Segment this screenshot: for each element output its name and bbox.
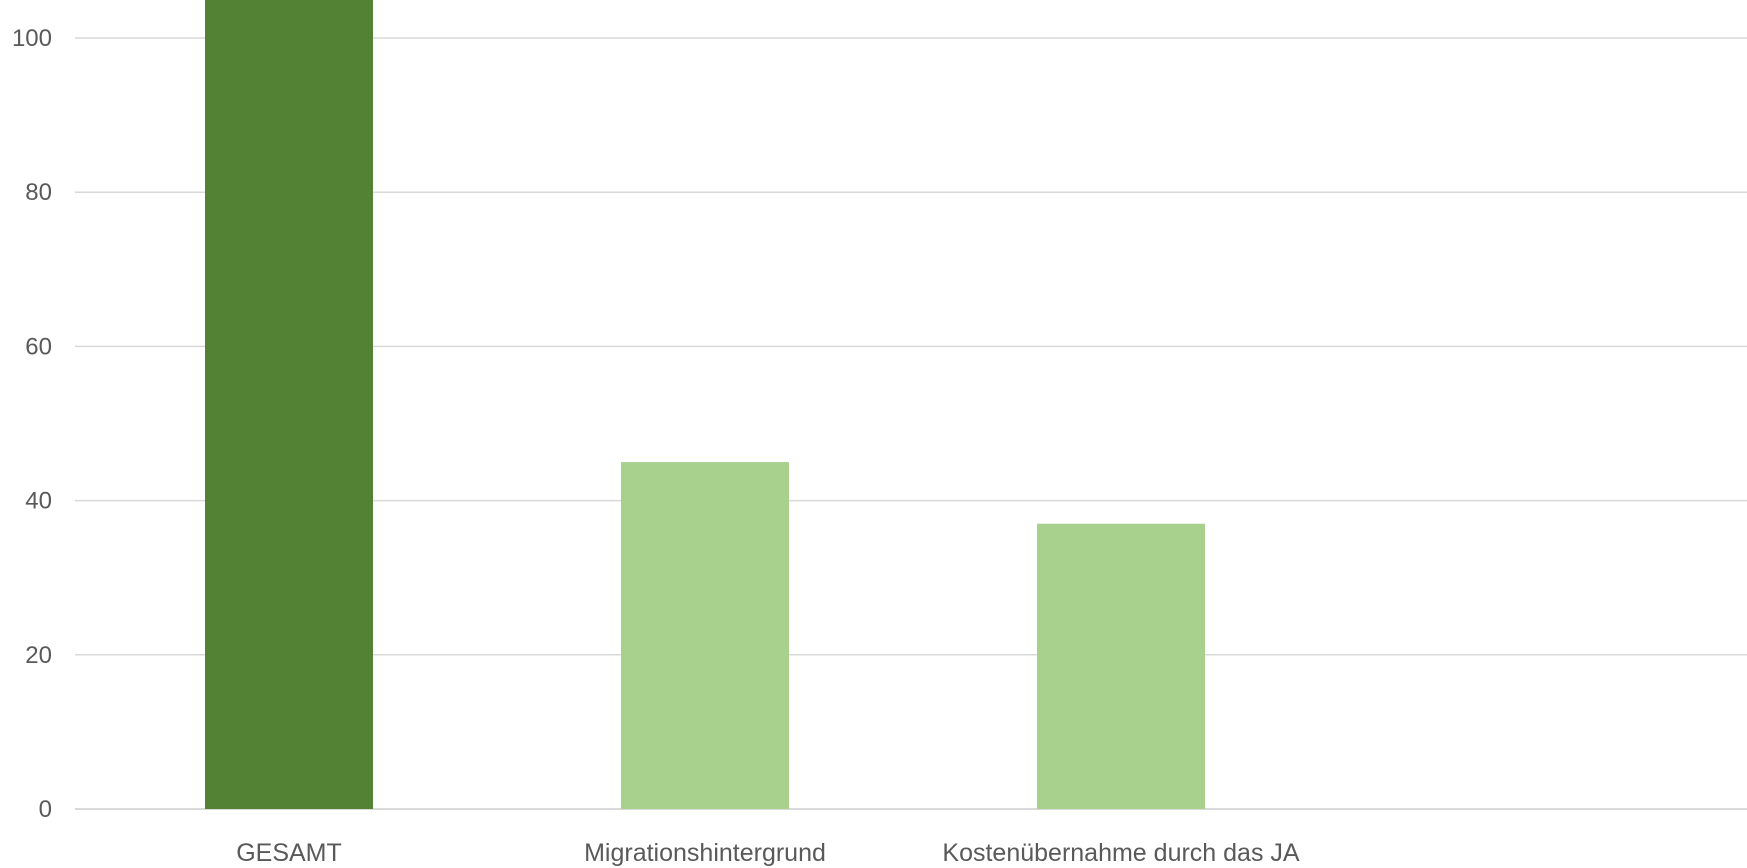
bar bbox=[1037, 523, 1205, 809]
y-tick-label: 60 bbox=[25, 333, 52, 360]
x-category-label: Kostenübernahme durch das JA bbox=[942, 839, 1299, 867]
x-axis: GESAMT Migrationshintergrund Kostenübern… bbox=[236, 839, 1300, 867]
y-tick-label: 20 bbox=[25, 642, 52, 669]
x-category-label: Migrationshintergrund bbox=[584, 839, 826, 867]
x-category-label: GESAMT bbox=[236, 839, 342, 867]
bar bbox=[621, 462, 789, 809]
y-tick-label: 100 bbox=[12, 25, 52, 52]
y-tick-label: 40 bbox=[25, 488, 52, 515]
y-tick-label: 0 bbox=[39, 796, 52, 823]
y-axis: 0 20 40 60 80 100 bbox=[12, 25, 52, 823]
bar bbox=[205, 0, 373, 809]
bars bbox=[205, 0, 1205, 809]
y-tick-label: 80 bbox=[25, 179, 52, 206]
